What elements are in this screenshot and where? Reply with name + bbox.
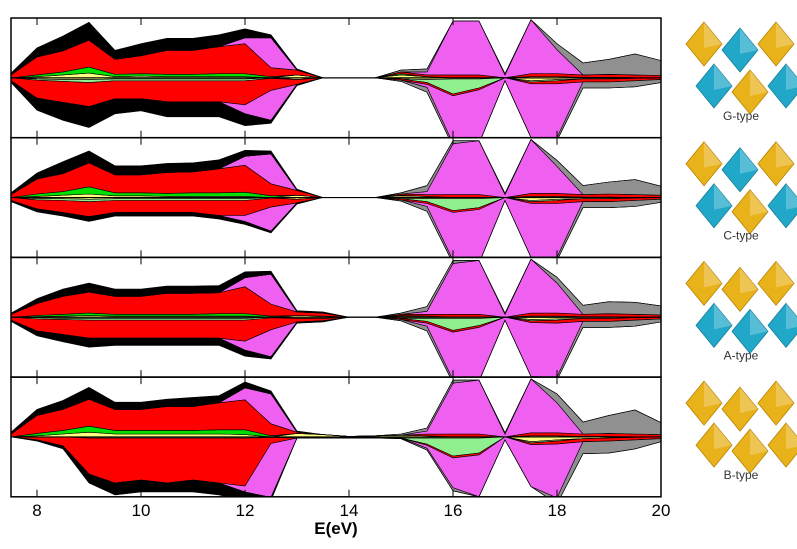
octahedron [767, 422, 797, 468]
panel [11, 19, 661, 138]
crystal-structure [685, 380, 797, 474]
octahedron-face [714, 183, 732, 210]
octahedron-face [776, 381, 794, 408]
dos-area [11, 139, 661, 198]
dos-area [11, 316, 661, 378]
octahedron-face [704, 261, 722, 288]
octahedron [695, 183, 733, 229]
octahedron-face [704, 381, 722, 408]
x-tick-label: 14 [340, 501, 359, 520]
crystal-structure [685, 260, 797, 355]
octahedron [695, 63, 733, 109]
octahedron [767, 302, 797, 349]
crystal-structure [685, 21, 797, 115]
octahedron [767, 63, 797, 109]
octahedron [731, 189, 769, 235]
octahedron-face [714, 303, 732, 330]
dos-area [11, 19, 661, 79]
octahedron [757, 260, 795, 307]
octahedron [685, 380, 723, 426]
octahedron [685, 21, 723, 67]
octahedron-face [786, 183, 797, 210]
octahedron-face [750, 189, 768, 216]
dos-area [11, 77, 661, 138]
panel [11, 378, 661, 497]
octahedron-face [704, 141, 722, 168]
octahedron [757, 21, 795, 67]
x-tick-label: 20 [652, 501, 671, 520]
dos-area [11, 197, 661, 258]
octahedron-face [776, 261, 794, 288]
octahedron [731, 69, 769, 115]
structure-label: B-type [724, 468, 759, 482]
octahedron-face [776, 22, 794, 48]
octahedron [757, 380, 795, 426]
octahedron-face [714, 423, 732, 450]
dos-area [11, 378, 661, 437]
octahedron-face [740, 387, 758, 414]
x-tick-label: 8 [32, 501, 41, 520]
dos-area [11, 258, 661, 318]
octahedron [685, 141, 723, 187]
structure-label: G-type [723, 109, 759, 123]
octahedron [767, 183, 797, 229]
octahedron [721, 147, 759, 193]
octahedron-face [776, 141, 794, 168]
octahedron-face [750, 309, 768, 336]
x-tick-label: 18 [548, 501, 567, 520]
x-tick-label: 16 [444, 501, 463, 520]
octahedron [695, 302, 733, 349]
octahedron [721, 386, 759, 432]
octahedron-face [740, 267, 758, 294]
octahedron-face [750, 429, 768, 456]
octahedron-face [750, 70, 768, 96]
panel [11, 138, 661, 258]
panel [11, 258, 661, 378]
octahedron-face [704, 22, 722, 48]
dos-area [11, 436, 661, 497]
panel-frame [10, 376, 662, 498]
octahedron [731, 428, 769, 474]
crystal-structure [685, 141, 797, 235]
octahedron-face [786, 303, 797, 330]
octahedron [685, 260, 723, 307]
structure-label: A-type [724, 348, 759, 362]
octahedron-face [740, 147, 758, 174]
octahedron [695, 422, 733, 468]
octahedron [721, 27, 759, 73]
x-axis-label: E(eV) [314, 519, 357, 538]
structure-label: C-type [723, 229, 759, 243]
octahedron-face [786, 64, 797, 90]
octahedron-face [714, 64, 732, 90]
octahedron [757, 141, 795, 187]
octahedron [721, 266, 759, 313]
octahedron-face [786, 423, 797, 450]
octahedron [731, 308, 769, 355]
x-tick-label: 10 [132, 501, 151, 520]
octahedron-face [740, 28, 758, 54]
x-tick-label: 12 [236, 501, 255, 520]
